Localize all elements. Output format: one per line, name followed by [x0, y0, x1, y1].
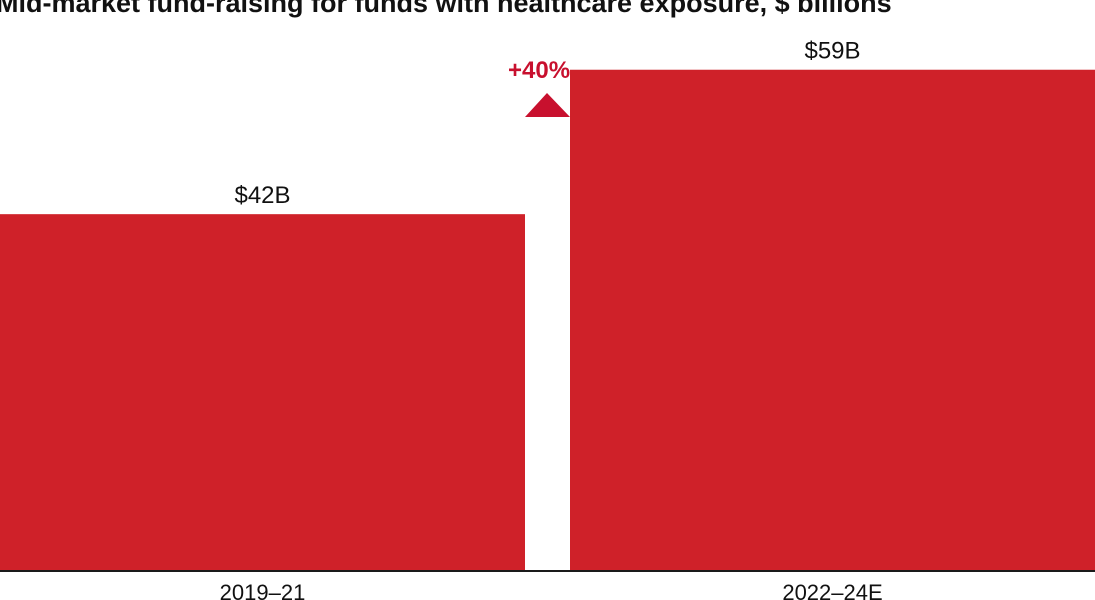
x-tick-label: 2022–24E [782, 580, 882, 600]
chart-title: Mid-market fund-raising for funds with h… [0, 0, 892, 18]
bar-2 [570, 69, 1095, 572]
bar-1 [0, 214, 525, 571]
x-tick-label: 2019–21 [220, 580, 306, 600]
bar-value-label: $42B [234, 182, 290, 209]
change-label: +40% [508, 57, 571, 84]
bar-value-label: $59B [804, 38, 860, 65]
increase-triangle-icon [525, 93, 570, 117]
